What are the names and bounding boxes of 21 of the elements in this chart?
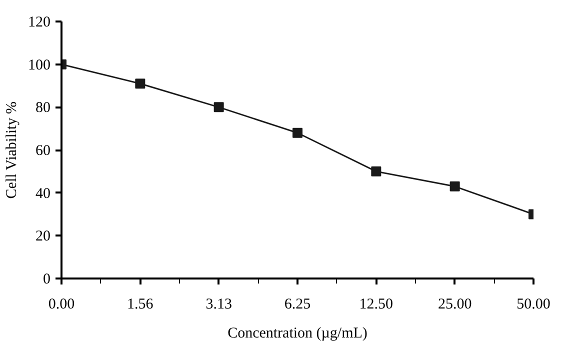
- y-tick-label: 80: [36, 100, 50, 116]
- x-tick-label: 1.56: [127, 296, 154, 312]
- point: [371, 166, 382, 176]
- y-tick-label: 100: [28, 57, 50, 74]
- x-axis-title: Concentration (µg/mL): [228, 326, 368, 342]
- x-tick-label: 12.50: [359, 296, 394, 312]
- y-tick-label: 20: [36, 228, 50, 245]
- point: [450, 181, 460, 192]
- x-tick-label: 25.00: [438, 296, 472, 312]
- point: [214, 102, 224, 112]
- x-tick-label: 0.00: [48, 296, 75, 312]
- x-tick-label: 6.25: [284, 296, 311, 312]
- y-axis-title: Cell Viability %: [4, 102, 20, 199]
- y-tick-label: 120: [28, 14, 50, 30]
- point: [135, 78, 146, 89]
- x-tick-label: 50.00: [516, 296, 550, 312]
- y-tick-label: 0: [43, 272, 50, 288]
- point: [292, 128, 302, 138]
- y-tick-label: 60: [36, 143, 50, 159]
- x-tick-label: 3.13: [206, 296, 232, 312]
- y-tick-label: 40: [36, 186, 50, 202]
